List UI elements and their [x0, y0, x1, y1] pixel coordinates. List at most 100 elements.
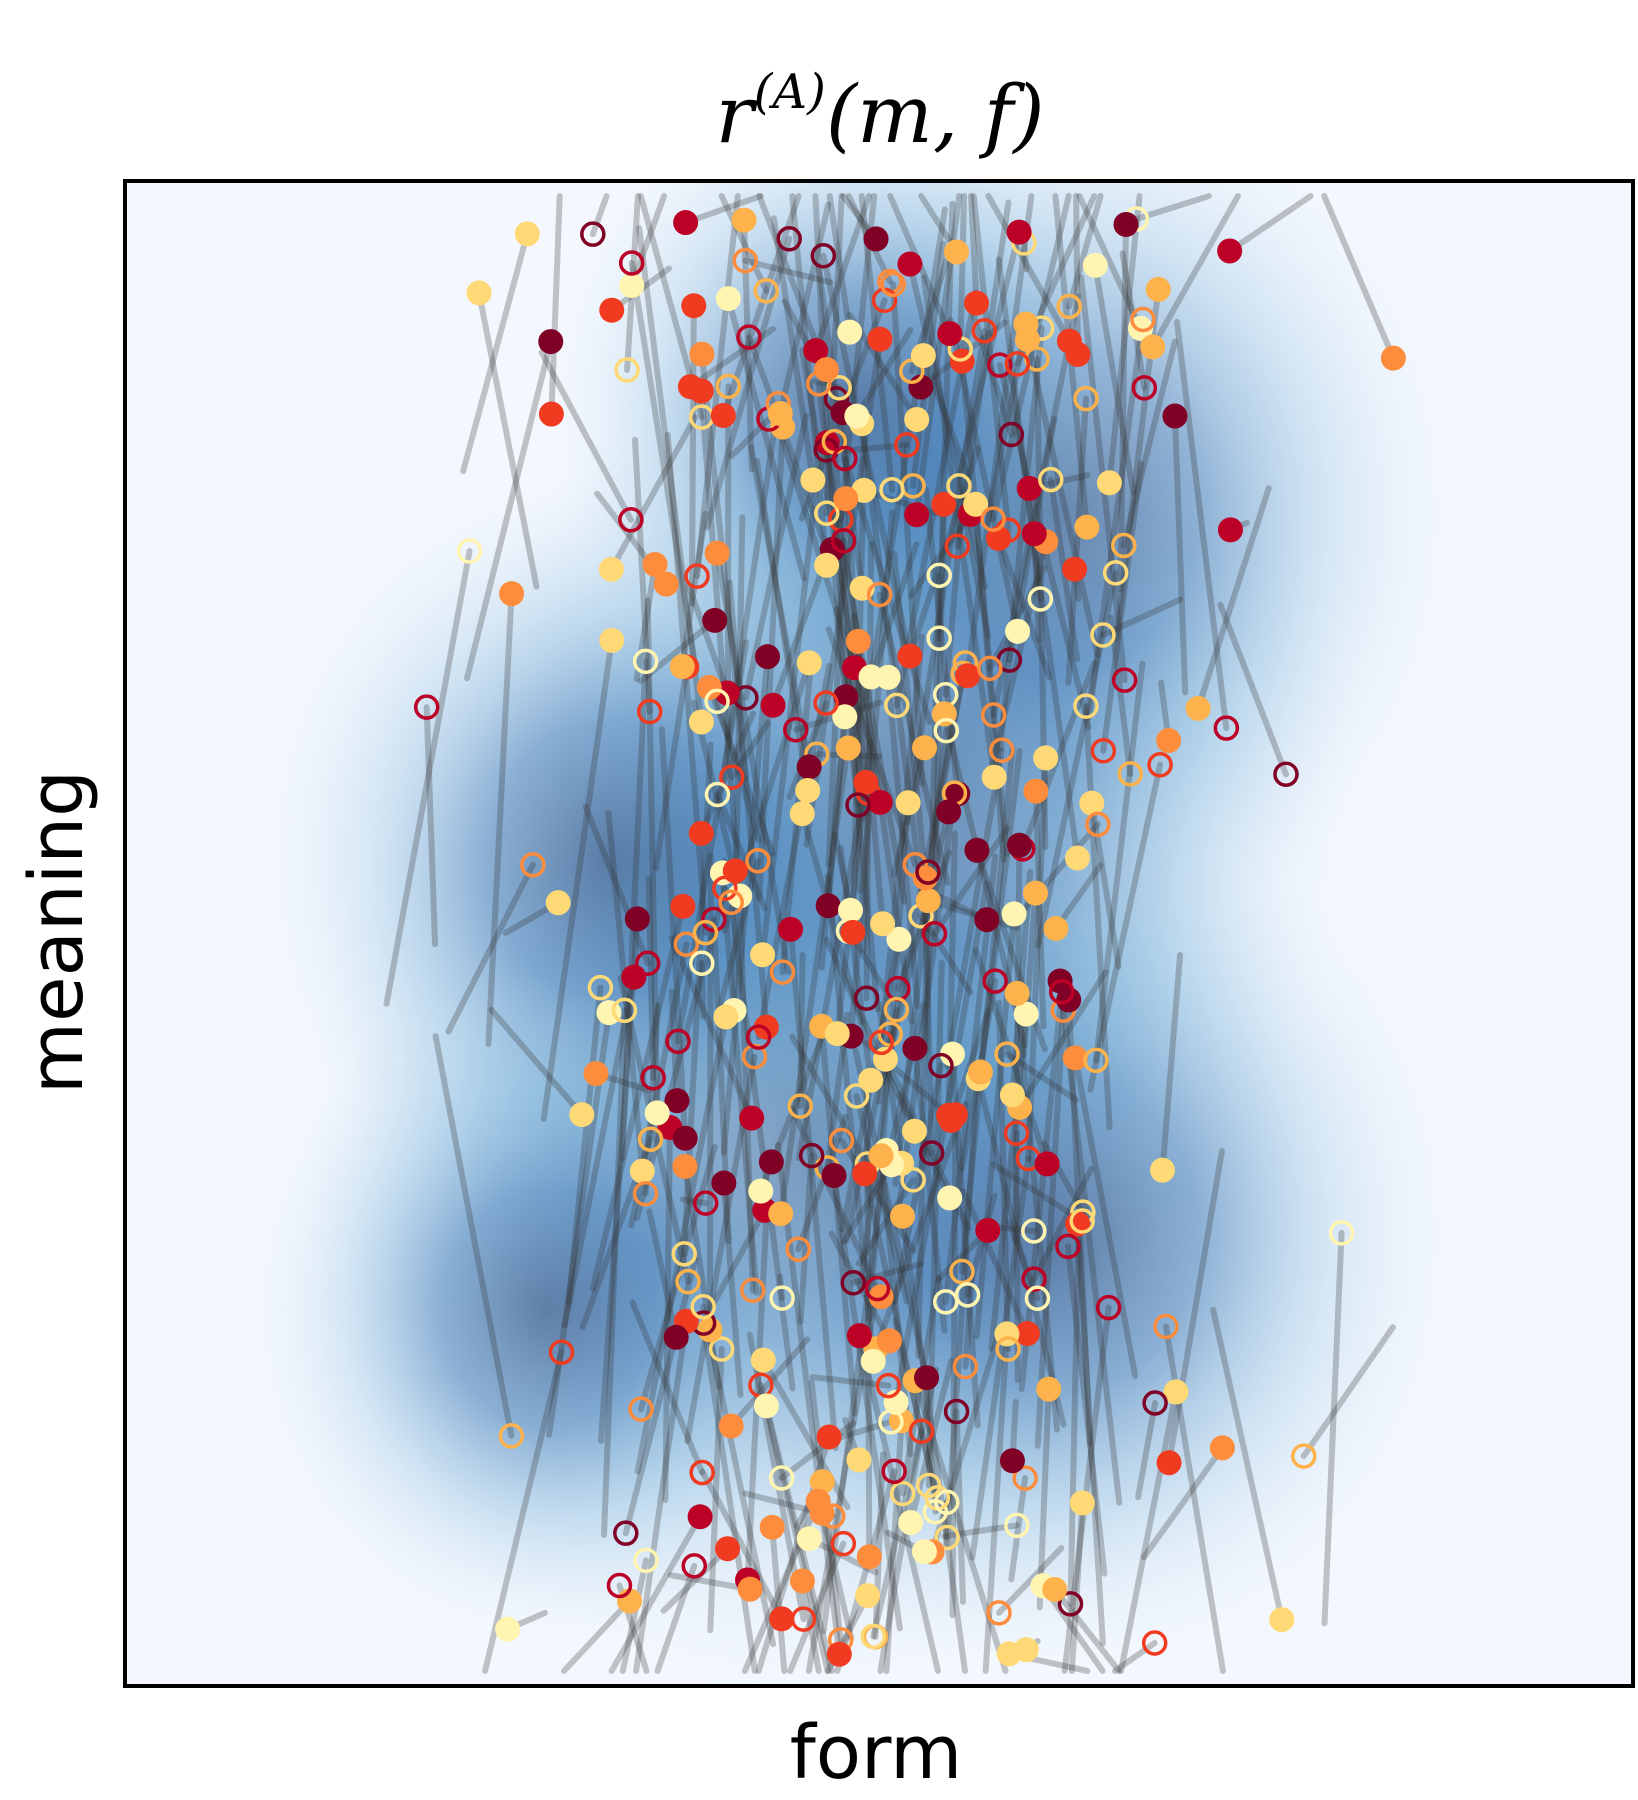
filled-point [936, 799, 962, 825]
filled-point [939, 1041, 965, 1067]
filled-point [845, 628, 871, 654]
x-axis-label: form [790, 1710, 963, 1796]
filled-point [1156, 728, 1182, 754]
connection-line [589, 903, 686, 1293]
hollow-point [613, 1520, 639, 1546]
filled-point [715, 286, 741, 312]
connection-line [1008, 372, 1081, 862]
connection-line [876, 591, 951, 886]
hollow-point [769, 1285, 795, 1311]
connection-line [540, 637, 615, 1123]
filled-point [1034, 1151, 1060, 1177]
connection-line [667, 1572, 754, 1593]
filled-point [833, 684, 859, 710]
connection-line [464, 338, 554, 682]
connection-line [698, 710, 757, 837]
hollow-point [1291, 1443, 1317, 1469]
connection-line [628, 259, 700, 674]
connection-line [1106, 193, 1143, 486]
connection-line [675, 639, 750, 1045]
connection-line [954, 199, 1012, 550]
hollow-point [618, 507, 644, 533]
connection-line [589, 193, 610, 238]
connection-line [797, 952, 806, 1110]
connection-line [879, 808, 952, 1086]
connection-line [920, 274, 998, 781]
filled-point [867, 326, 893, 352]
hollow-point [1213, 715, 1240, 741]
connection-line [834, 1468, 898, 1674]
filled-point [897, 251, 923, 277]
connection-line [753, 457, 811, 794]
connection-line [977, 748, 1023, 1076]
filled-point [495, 1616, 521, 1642]
hollow-point [783, 716, 809, 743]
connection-line [1112, 1639, 1158, 1674]
hollow-point [1021, 1266, 1047, 1292]
connection-line [830, 1172, 903, 1632]
connection-line [742, 412, 810, 701]
connection-line [1217, 601, 1289, 778]
hollow-point [1055, 1233, 1081, 1260]
hollow-point [689, 1459, 715, 1486]
connection-line [878, 633, 925, 1046]
connection-line [957, 193, 968, 352]
filled-point [704, 540, 730, 566]
connection-line [632, 436, 653, 715]
filled-point [670, 893, 696, 919]
hollow-point [745, 1024, 772, 1050]
connection-line [745, 334, 829, 549]
filled-point [1217, 238, 1243, 264]
filled-point [832, 704, 858, 730]
connection-line [891, 1062, 944, 1305]
filled-point [1380, 345, 1406, 371]
connection-line [797, 1152, 815, 1325]
filled-point [681, 293, 707, 319]
filled-point [821, 1163, 847, 1189]
connection-line [954, 229, 1023, 485]
connection-line [654, 1562, 698, 1674]
filled-point [937, 1185, 963, 1211]
hollow-point [894, 432, 920, 458]
filled-point [1043, 915, 1069, 941]
hollow-point [732, 247, 759, 274]
connection-line [1006, 1219, 1041, 1302]
hollow-point [830, 528, 857, 554]
filled-point [697, 1317, 723, 1343]
hollow-point [881, 1458, 907, 1485]
connection-line [757, 1382, 831, 1674]
hollow-point [986, 1600, 1012, 1626]
connection-line [799, 810, 865, 1026]
connection-line [1117, 1388, 1179, 1674]
filled-point [1217, 517, 1243, 543]
filled-point [974, 907, 1000, 933]
hollow-point [994, 1041, 1020, 1067]
connection-line [1092, 660, 1146, 1064]
filled-point [855, 1583, 881, 1609]
filled-point [944, 239, 970, 265]
connection-line [796, 779, 869, 1162]
filled-point [796, 1526, 822, 1552]
filled-point [931, 491, 957, 517]
filled-point [1096, 470, 1122, 496]
connection-line [485, 590, 515, 1048]
filled-point [833, 486, 859, 512]
connection-line [619, 1557, 650, 1674]
filled-point [999, 1448, 1025, 1474]
filled-point [1056, 328, 1082, 354]
hollow-point [1069, 1208, 1096, 1234]
connection-line [837, 193, 878, 523]
connection-line [1088, 800, 1122, 970]
connection-line [1025, 754, 1049, 1163]
connection-line [660, 1545, 731, 1614]
connection-line [1099, 596, 1184, 639]
connection-line [605, 810, 646, 1175]
connection-line [826, 193, 853, 336]
connection-line [1321, 1229, 1345, 1627]
filled-point [1022, 880, 1048, 906]
filled-point [760, 692, 786, 718]
filled-point [644, 1100, 670, 1126]
hollow-point [1003, 1120, 1030, 1146]
hollow-point [900, 1167, 926, 1193]
filled-point [805, 1488, 831, 1514]
